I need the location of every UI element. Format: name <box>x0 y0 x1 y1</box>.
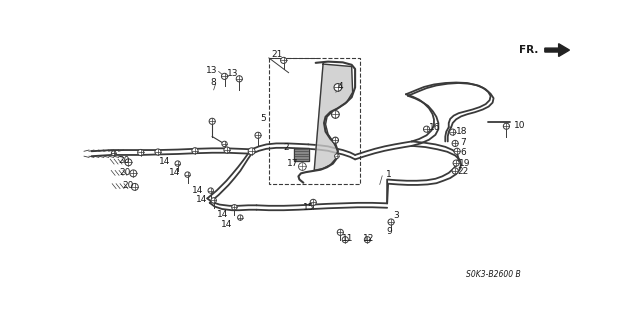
Text: 22: 22 <box>457 167 468 176</box>
Circle shape <box>209 118 215 124</box>
Circle shape <box>335 154 339 159</box>
Text: 9: 9 <box>386 227 392 236</box>
Text: 13: 13 <box>227 70 238 78</box>
Text: 20: 20 <box>118 156 130 165</box>
Text: 21: 21 <box>271 50 283 59</box>
Circle shape <box>255 132 261 138</box>
Polygon shape <box>314 64 353 170</box>
Circle shape <box>224 147 230 153</box>
Text: S0K3-B2600 B: S0K3-B2600 B <box>466 270 521 279</box>
Circle shape <box>310 199 316 205</box>
Circle shape <box>131 183 138 190</box>
Text: 20: 20 <box>122 181 133 190</box>
Text: 13: 13 <box>205 66 217 75</box>
Circle shape <box>211 198 216 203</box>
Circle shape <box>452 140 458 146</box>
Text: 17: 17 <box>287 159 298 168</box>
Circle shape <box>424 126 429 132</box>
Circle shape <box>332 137 339 143</box>
Text: 7: 7 <box>460 138 466 147</box>
Circle shape <box>280 57 287 63</box>
Circle shape <box>111 151 116 156</box>
Circle shape <box>138 149 144 156</box>
Text: 4: 4 <box>338 82 344 91</box>
Circle shape <box>452 168 458 174</box>
Text: 3: 3 <box>393 211 399 220</box>
Circle shape <box>111 151 116 156</box>
Text: 1: 1 <box>386 170 392 179</box>
Text: FR.: FR. <box>518 45 538 55</box>
Circle shape <box>221 73 228 79</box>
Text: 14: 14 <box>159 157 170 166</box>
Circle shape <box>130 170 137 177</box>
Text: 20: 20 <box>120 168 131 177</box>
Text: 6: 6 <box>460 148 466 157</box>
Text: 14: 14 <box>193 186 204 195</box>
Text: 2: 2 <box>283 143 289 152</box>
Circle shape <box>192 148 198 154</box>
Text: 18: 18 <box>456 127 468 136</box>
Circle shape <box>388 219 394 225</box>
Circle shape <box>342 237 348 243</box>
Circle shape <box>503 123 509 129</box>
Circle shape <box>453 160 460 166</box>
Polygon shape <box>545 44 570 56</box>
Bar <box>269 58 360 184</box>
Circle shape <box>364 237 371 243</box>
Circle shape <box>248 148 255 155</box>
Circle shape <box>332 111 339 118</box>
Text: 8: 8 <box>210 78 216 87</box>
Text: 14: 14 <box>217 210 228 219</box>
Circle shape <box>237 215 243 220</box>
Circle shape <box>155 149 161 155</box>
Circle shape <box>208 188 213 193</box>
Circle shape <box>125 159 132 166</box>
Circle shape <box>222 141 227 147</box>
Circle shape <box>175 161 180 166</box>
Text: 11: 11 <box>342 234 353 243</box>
Circle shape <box>454 148 460 154</box>
Polygon shape <box>294 148 309 161</box>
Text: 19: 19 <box>459 159 470 168</box>
Circle shape <box>236 76 243 82</box>
Text: 12: 12 <box>364 234 374 243</box>
Circle shape <box>334 84 342 91</box>
Text: 15: 15 <box>303 203 314 212</box>
Text: 14: 14 <box>169 168 180 177</box>
Circle shape <box>337 229 344 235</box>
Text: 5: 5 <box>260 114 266 122</box>
Circle shape <box>449 129 456 135</box>
Text: 14: 14 <box>221 220 232 229</box>
Text: 16: 16 <box>429 123 440 132</box>
Text: 14: 14 <box>196 196 207 204</box>
Text: 10: 10 <box>515 121 526 130</box>
Circle shape <box>232 204 237 210</box>
Circle shape <box>185 172 190 177</box>
Circle shape <box>298 163 306 170</box>
